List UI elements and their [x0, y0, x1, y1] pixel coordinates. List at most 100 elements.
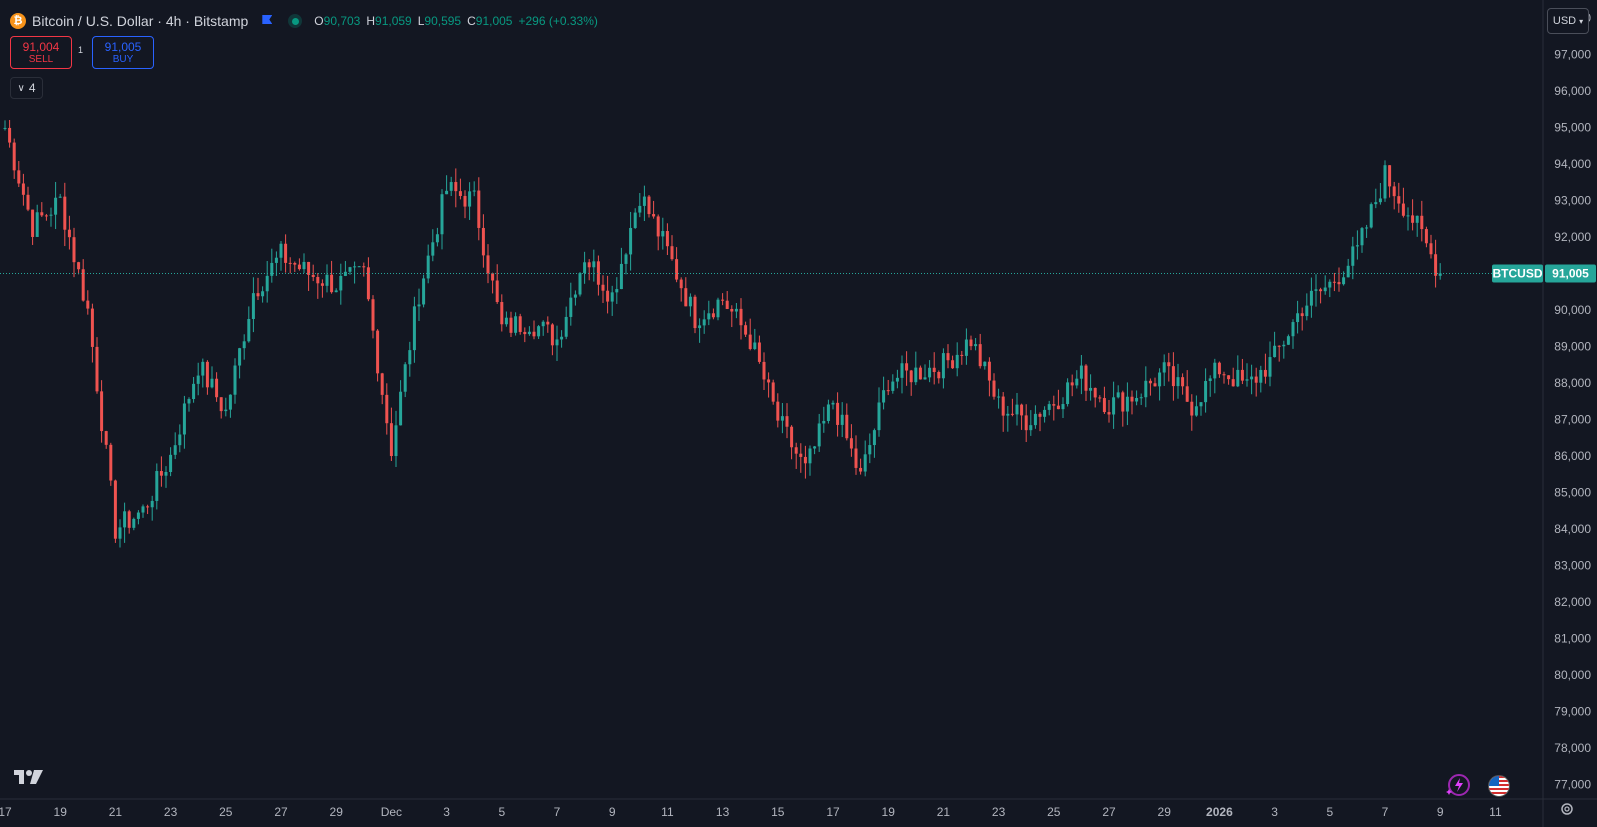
time-tick-label: 3: [1271, 805, 1278, 819]
candle-body: [987, 361, 991, 381]
candle-body: [1204, 381, 1208, 403]
indicators-toggle-button[interactable]: ∨ 4: [10, 77, 43, 99]
candle-body: [1107, 412, 1111, 415]
candle-body: [721, 299, 725, 301]
price-tick-label: 83,000: [1554, 559, 1591, 573]
gear-icon[interactable]: [1560, 802, 1574, 816]
candle-body: [141, 506, 145, 513]
candle-body: [785, 416, 789, 427]
candle-body: [1319, 289, 1323, 292]
candle-body: [302, 261, 306, 270]
candle-body: [1171, 366, 1175, 387]
candle-body: [780, 416, 784, 421]
candle-body: [362, 266, 366, 268]
candle-body: [412, 306, 416, 351]
candle-body: [877, 402, 881, 431]
price-tick-label: 86,000: [1554, 449, 1591, 463]
candle-body: [40, 212, 44, 216]
tradingview-logo-icon[interactable]: [14, 768, 44, 786]
candle-body: [794, 447, 798, 454]
candle-body: [100, 391, 104, 432]
candle-body: [859, 467, 863, 472]
candle-body: [1323, 287, 1327, 292]
candle-body: [509, 317, 513, 333]
candle-body: [882, 390, 886, 403]
candle-body: [385, 394, 389, 424]
candle-body: [155, 471, 159, 501]
price-tick-label: 87,000: [1554, 413, 1591, 427]
price-tick-label: 89,000: [1554, 340, 1591, 354]
candle-body: [1291, 322, 1295, 337]
candle-body: [951, 360, 955, 369]
candle-series: [3, 120, 1442, 548]
candle-body: [693, 296, 697, 329]
candle-body: [454, 182, 458, 192]
candle-body: [316, 277, 320, 284]
symbol-title[interactable]: Bitcoin / U.S. Dollar · 4h · Bitstamp: [32, 13, 249, 29]
buy-price: 91,005: [104, 39, 142, 54]
price-tick-label: 84,000: [1554, 522, 1591, 536]
candle-body: [541, 321, 545, 327]
candle-body: [1176, 377, 1180, 387]
candle-body: [1148, 380, 1152, 384]
candle-body: [205, 361, 209, 388]
candle-body: [86, 300, 90, 309]
flag-icon[interactable]: [262, 15, 272, 27]
buy-button[interactable]: 91,005 BUY: [92, 36, 154, 69]
candle-body: [481, 227, 485, 256]
candle-body: [909, 370, 913, 383]
price-tick-label: 93,000: [1554, 194, 1591, 208]
currency-button[interactable]: USD ▾: [1547, 8, 1589, 34]
candle-body: [445, 190, 449, 195]
candle-body: [606, 290, 610, 302]
candle-body: [1213, 362, 1217, 379]
candle-body: [104, 431, 108, 445]
candle-body: [1194, 406, 1198, 416]
candle-body: [1406, 215, 1410, 217]
candle-body: [238, 348, 242, 366]
candle-body: [1429, 243, 1433, 255]
candle-body: [173, 445, 177, 455]
candle-body: [748, 334, 752, 349]
time-tick-label: 11: [661, 805, 674, 819]
candle-body: [54, 197, 58, 215]
candle-body: [937, 371, 941, 379]
candle-body: [983, 361, 987, 367]
market-status-icon[interactable]: [288, 14, 303, 28]
lightning-bolt-icon[interactable]: [1445, 773, 1471, 797]
candle-body: [960, 354, 964, 356]
price-axis[interactable]: 77,000 78,000 79,000 80,000 81,000 82,000 83,0…: [1554, 11, 1591, 791]
candle-body: [1420, 215, 1424, 230]
candle-body: [624, 254, 628, 264]
candle-body: [675, 259, 679, 280]
candle-body: [932, 367, 936, 372]
candle-body: [583, 262, 587, 274]
ohlc-values: O90,703 H91,059 L90,595 C91,005 +296 (+0…: [314, 14, 598, 28]
candle-body: [123, 511, 127, 528]
candle-body: [63, 196, 67, 230]
candle-body: [1043, 409, 1047, 417]
high-value: 91,059: [375, 14, 412, 28]
candle-body: [638, 205, 642, 213]
candle-body: [698, 325, 702, 329]
last-price-labels: BTCUSD 91,005: [1492, 264, 1596, 283]
candle-body: [1263, 369, 1267, 377]
candle-body: [527, 331, 531, 335]
candle-body: [1351, 246, 1355, 266]
candle-body: [665, 231, 669, 247]
time-tick-label: 3: [443, 805, 450, 819]
time-tick-label: 7: [554, 805, 561, 819]
candle-body: [426, 255, 430, 279]
sell-button[interactable]: 91,004 SELL: [10, 36, 72, 69]
time-axis[interactable]: 17 19 21 23 25 27 29 Dec 3 5 7 9 11 13 15 17 19 21 23 25 27 2…: [0, 805, 1502, 819]
candle-body: [537, 326, 541, 337]
candle-body: [380, 373, 384, 395]
candle-body: [224, 409, 228, 412]
candle-body: [1438, 273, 1442, 276]
candle-body: [187, 399, 191, 404]
candle-body: [629, 227, 633, 255]
candle-body: [1098, 397, 1102, 399]
us-flag-icon[interactable]: [1488, 775, 1510, 797]
candle-body: [872, 430, 876, 446]
